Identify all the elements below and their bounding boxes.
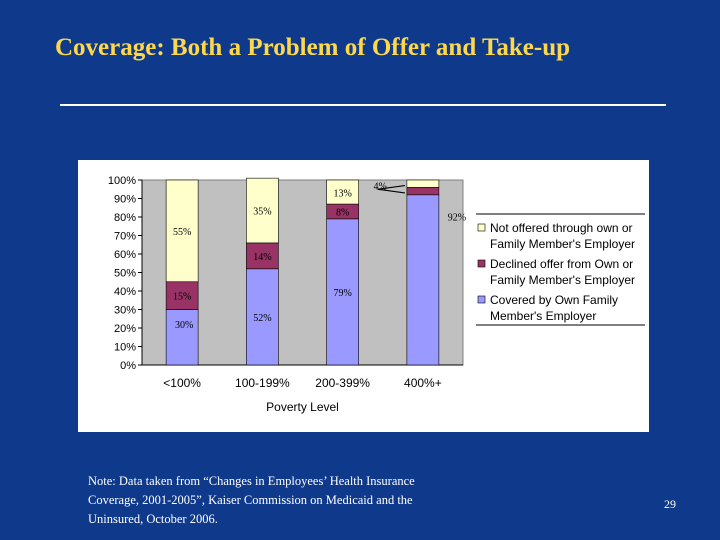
legend-label: Not offered through own or [490, 221, 633, 235]
y-tick-label: 80% [114, 212, 136, 224]
y-tick-label: 20% [114, 323, 136, 335]
chart-panel: 0% 10% 20% 30% 40% 50% 60% 70% 80% 90% 100% 30% 15% 5… [78, 160, 649, 432]
x-axis-title: Poverty Level [266, 400, 339, 414]
legend-label: Declined offer from Own or [490, 257, 633, 271]
y-tick-label: 40% [114, 286, 136, 298]
bar-segment [246, 268, 279, 366]
y-tick-label: 100% [108, 175, 136, 187]
bar-segment [165, 281, 199, 310]
legend-swatch [477, 295, 486, 304]
page-number: 29 [664, 497, 676, 511]
bar-segment [165, 309, 199, 366]
data-label: 15% [173, 292, 191, 303]
data-label: 8% [336, 207, 349, 218]
data-label: 13% [333, 189, 351, 200]
bar-segment [406, 194, 440, 366]
data-label: 92% [448, 213, 466, 224]
data-label: 30% [175, 320, 193, 331]
data-label: 55% [173, 227, 191, 238]
y-tick-label: 10% [114, 342, 136, 354]
leader-line [377, 188, 405, 194]
source-note: Note: Data taken from “Changes in Employ… [88, 474, 415, 526]
legend-label: Family Member's Employer [490, 273, 635, 287]
data-label: 14% [253, 252, 271, 263]
x-tick-label: <100% [163, 376, 201, 390]
data-label: 35% [253, 207, 271, 218]
slide-title: Coverage: Both a Problem of Offer and Ta… [55, 34, 571, 61]
legend-label: Family Member's Employer [490, 237, 635, 251]
data-label: 79% [333, 288, 351, 299]
bar-segment [326, 218, 359, 366]
bar-segment [326, 179, 359, 205]
x-tick-label: 200-399% [315, 376, 370, 390]
y-tick-label: 30% [114, 305, 136, 317]
leader-line [377, 184, 405, 190]
bar-segment [406, 187, 440, 196]
data-label: 52% [253, 313, 271, 324]
bar-segment [406, 179, 440, 188]
y-tick-label: 50% [114, 268, 136, 280]
data-label: 4% [374, 181, 387, 192]
bar-segment [246, 242, 279, 270]
legend-swatch [477, 223, 486, 232]
y-tick-label: 60% [114, 249, 136, 261]
bar-segment [246, 177, 279, 244]
legend-label: Covered by Own Family [490, 293, 618, 307]
title-divider [60, 104, 666, 106]
legend-label: Member's Employer [490, 309, 596, 323]
stacked-bar-chart: 0% 10% 20% 30% 40% 50% 60% 70% 80% 90% 100% 30% 15% 5… [108, 175, 645, 414]
legend-swatch [477, 259, 486, 268]
y-tick-label: 70% [114, 231, 136, 243]
y-tick-label: 0% [120, 360, 136, 372]
y-tick-label: 90% [114, 194, 136, 206]
bar-segment [165, 179, 199, 283]
x-tick-label: 100-199% [235, 376, 290, 390]
x-tick-label: 400%+ [404, 376, 442, 390]
